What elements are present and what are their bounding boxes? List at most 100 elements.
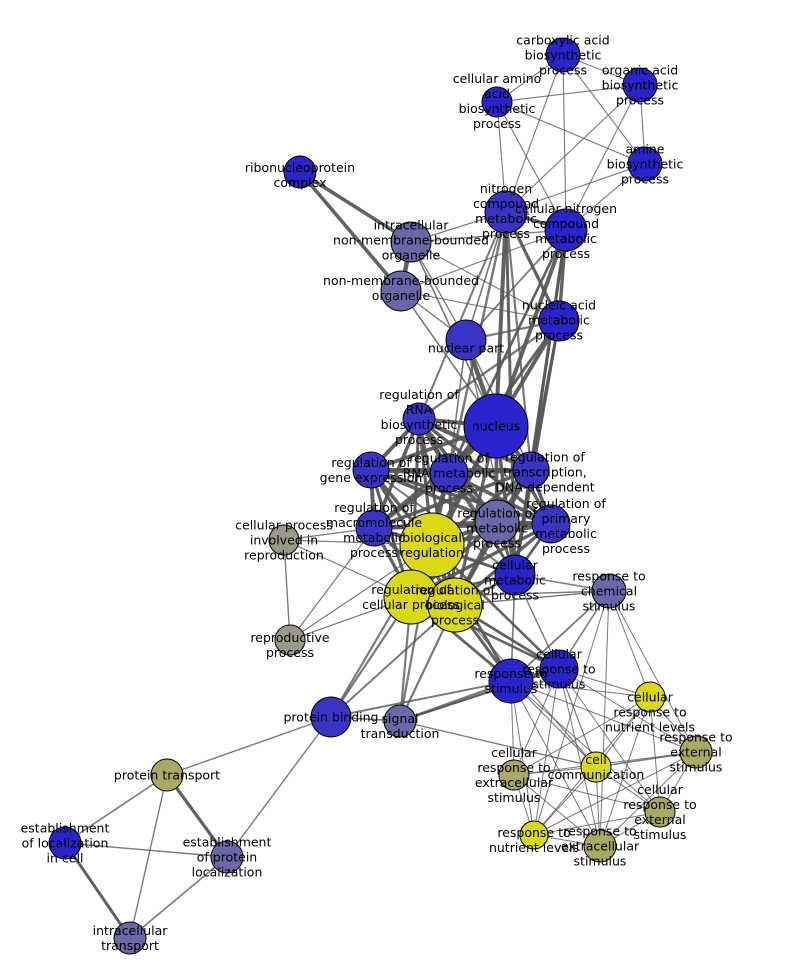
graph-edge	[505, 163, 646, 213]
graph-node[interactable]	[399, 512, 465, 578]
graph-node[interactable]	[481, 86, 513, 118]
graph-node[interactable]	[380, 270, 422, 312]
graph-edge	[370, 468, 498, 524]
graph-edge	[370, 468, 552, 526]
graph-edge	[64, 774, 168, 844]
graph-node[interactable]	[484, 190, 528, 234]
graph-edge	[599, 751, 697, 847]
graph-node[interactable]	[429, 453, 469, 493]
graph-edge	[410, 229, 567, 243]
graph-edge	[418, 320, 560, 420]
graph-node[interactable]	[283, 155, 317, 189]
graph-node[interactable]	[355, 509, 393, 547]
graph-edge	[372, 418, 421, 529]
graph-edge	[64, 842, 228, 858]
graph-edge	[298, 170, 403, 293]
graph-edge	[533, 811, 661, 836]
graph-edge	[166, 716, 332, 776]
graph-edge	[465, 211, 507, 341]
graph-node[interactable]	[519, 820, 549, 850]
graph-edge	[565, 84, 641, 231]
graph-edge	[562, 54, 567, 231]
graph-node[interactable]	[512, 451, 550, 489]
graph-node[interactable]	[531, 504, 571, 544]
graph-node[interactable]	[427, 577, 483, 633]
graph-edge	[330, 680, 512, 718]
graph-edge	[448, 339, 467, 474]
graph-edge	[510, 680, 535, 836]
graph-edge	[400, 229, 567, 292]
graph-node[interactable]	[210, 840, 244, 874]
graph-edge	[496, 101, 646, 165]
edge-layer	[63, 54, 697, 939]
graph-node[interactable]	[494, 554, 536, 596]
graph-node[interactable]	[627, 146, 663, 182]
graph-edge	[165, 774, 229, 858]
graph-node[interactable]	[544, 208, 588, 252]
graph-node[interactable]	[583, 829, 617, 863]
graph-edge	[283, 539, 291, 641]
graph-edge	[608, 590, 651, 698]
graph-edge	[418, 211, 507, 420]
graph-node[interactable]	[352, 451, 390, 489]
graph-edge	[558, 668, 697, 753]
graph-node[interactable]	[498, 759, 530, 791]
graph-node[interactable]	[591, 573, 627, 609]
graph-edge	[608, 590, 697, 753]
node-layer	[48, 37, 713, 955]
graph-node[interactable]	[644, 796, 676, 828]
graph-edge	[562, 54, 646, 165]
graph-node[interactable]	[463, 393, 529, 459]
graph-edge	[533, 668, 560, 836]
graph-edge	[465, 229, 567, 341]
graph-edge	[513, 774, 601, 847]
graph-edge	[496, 84, 641, 103]
graph-edge	[649, 696, 661, 813]
graph-edge	[63, 842, 132, 939]
graph-node[interactable]	[445, 319, 487, 361]
graph-node[interactable]	[634, 681, 666, 713]
graph-node[interactable]	[402, 402, 436, 436]
graph-node[interactable]	[150, 758, 184, 792]
graph-node[interactable]	[538, 300, 580, 342]
graph-node[interactable]	[390, 221, 432, 263]
graph-node[interactable]	[268, 524, 300, 556]
graph-edge	[599, 590, 610, 847]
graph-edge	[129, 856, 228, 939]
graph-node[interactable]	[622, 67, 658, 103]
graph-edge	[510, 680, 697, 753]
graph-edge	[494, 211, 508, 427]
graph-edge	[533, 590, 610, 836]
graph-edge	[299, 170, 412, 244]
graph-edge	[510, 680, 651, 698]
graph-node[interactable]	[274, 624, 306, 656]
graph-node[interactable]	[383, 704, 417, 738]
graph-node[interactable]	[539, 649, 579, 689]
graph-edge	[399, 720, 597, 768]
graph-node[interactable]	[488, 658, 534, 704]
graph-edge	[496, 101, 567, 231]
graph-node[interactable]	[48, 826, 82, 860]
graph-edge	[400, 290, 560, 322]
graph-edge	[558, 668, 661, 813]
graph-edge	[289, 527, 375, 641]
graph-edge	[410, 241, 560, 322]
graph-edge	[513, 696, 651, 776]
graph-edge	[513, 774, 661, 813]
graph-edge	[399, 668, 560, 722]
graph-edge	[533, 751, 697, 836]
graph-edge	[510, 680, 601, 847]
graph-edge	[505, 54, 564, 213]
graph-edge	[226, 716, 332, 858]
graph-node[interactable]	[310, 696, 352, 738]
graph-edge	[129, 774, 168, 939]
graph-node[interactable]	[580, 751, 612, 783]
graph-node[interactable]	[474, 499, 520, 545]
graph-edge	[558, 668, 601, 847]
graph-node[interactable]	[113, 921, 147, 955]
graph-node[interactable]	[679, 735, 713, 769]
graph-edge	[505, 84, 641, 213]
graph-node[interactable]	[545, 37, 581, 73]
